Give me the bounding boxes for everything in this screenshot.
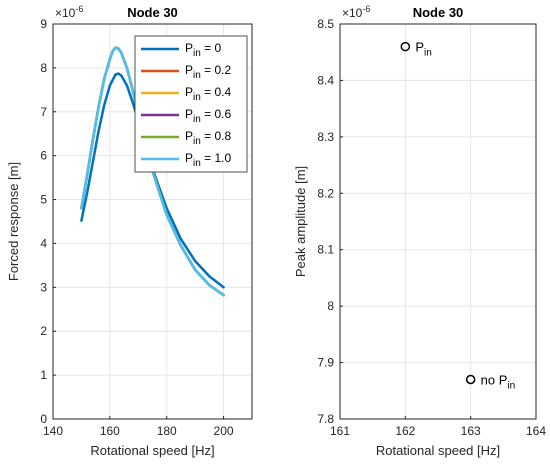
y-tick-label: 8.4 <box>317 73 334 87</box>
y-tick-label: 3 <box>40 280 47 294</box>
y-tick-label: 1 <box>40 368 47 382</box>
axes-frame <box>52 23 253 420</box>
chart-title: Node 30 <box>413 5 464 20</box>
legend: Pin = 0 Pin = 0.2 Pin = 0.4 Pin = 0.6 Pin = … <box>134 35 248 173</box>
y-exponent-label: ×10-6 <box>342 4 370 20</box>
point-label-2: no Pin <box>481 373 516 392</box>
x-tick-label: 180 <box>157 424 177 438</box>
legend-label-4: Pin = 0.6 <box>185 107 231 125</box>
legend-label-3: Pin = 0.4 <box>185 85 231 103</box>
series-line-6 <box>80 46 225 297</box>
y-exponent-label: ×10-6 <box>55 4 83 20</box>
y-tick-label: 8 <box>40 61 47 75</box>
axes-2: Pin no Pin 161 162 163 164 7.8 7.9 8 8.1 8.2 8.3 8.4… <box>293 4 546 458</box>
y-tick-label: 8 <box>327 299 334 313</box>
x-axis-label: Rotational speed [Hz] <box>376 443 500 458</box>
legend-label-1: Pin = 0 <box>185 41 221 59</box>
x-tick-label: 161 <box>330 424 350 438</box>
x-axis-label: Rotational speed [Hz] <box>90 443 214 458</box>
chart-title: Node 30 <box>127 5 178 20</box>
y-tick-label: 5 <box>40 193 47 207</box>
y-axis-label: Forced response [m] <box>6 162 21 281</box>
y-tick-label: 8.3 <box>317 130 334 144</box>
series-line-1 <box>80 72 225 289</box>
legend-box <box>134 35 248 173</box>
y-tick-label: 7.9 <box>317 356 334 370</box>
legend-label-2: Pin = 0.2 <box>185 63 231 81</box>
legend-label-6: Pin = 1.0 <box>185 151 231 169</box>
x-tick-label: 200 <box>214 424 234 438</box>
y-tick-label: 6 <box>40 149 47 163</box>
y-tick-label: 8.2 <box>317 186 334 200</box>
axes-1: 140 160 180 200 0 1 2 3 4 5 6 7 8 9 ×10-6 Node 30 Rotati… <box>6 4 253 458</box>
data-point-1 <box>400 41 411 52</box>
y-tick-label: 2 <box>40 324 47 338</box>
data-point-2 <box>465 374 476 385</box>
point-label-1: Pin <box>415 40 431 59</box>
x-tick-label: 162 <box>395 424 415 438</box>
y-tick-label: 7 <box>40 105 47 119</box>
y-tick-label: 0 <box>40 412 47 426</box>
x-tick-label: 163 <box>461 424 481 438</box>
plot-area <box>340 24 536 419</box>
y-tick-label: 4 <box>40 236 47 250</box>
legend-label-5: Pin = 0.8 <box>185 129 231 147</box>
x-tick-label: 160 <box>100 424 120 438</box>
y-tick-label: 8.1 <box>317 243 334 257</box>
y-tick-label: 9 <box>40 17 47 31</box>
y-tick-label: 7.8 <box>317 412 334 426</box>
axes-frame <box>339 23 537 420</box>
x-tick-label: 140 <box>43 424 63 438</box>
x-tick-label: 164 <box>526 424 546 438</box>
y-axis-label: Peak amplitude [m] <box>293 166 308 277</box>
y-tick-label: 8.5 <box>317 17 334 31</box>
